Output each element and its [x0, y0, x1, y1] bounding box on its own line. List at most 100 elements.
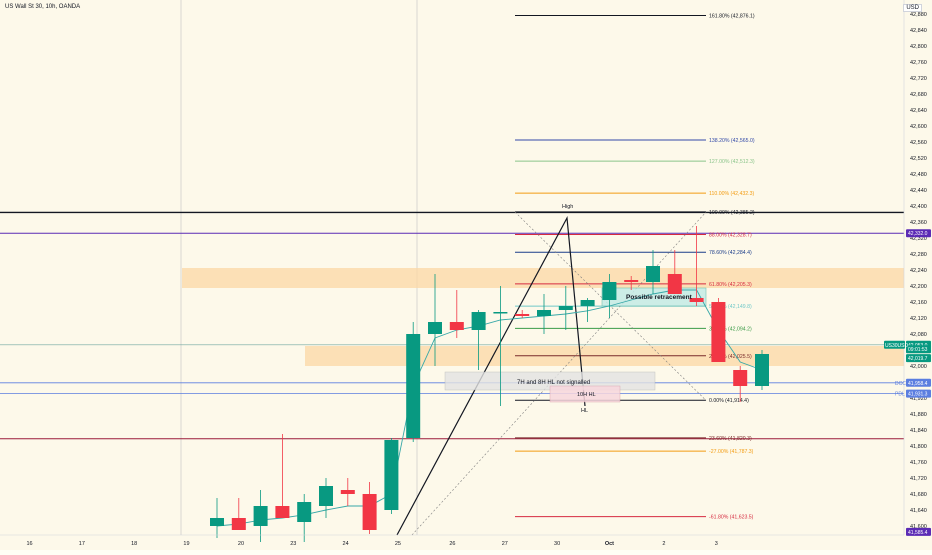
candle-body — [602, 282, 617, 300]
fib-level-label: 78.60% (42,284.4) — [709, 250, 752, 256]
candle-body — [733, 370, 748, 386]
date-tick-label: 3 — [715, 541, 718, 547]
price-tick-label: 42,360 — [910, 220, 927, 226]
date-tick-label: 20 — [238, 541, 244, 547]
price-tick-label: 42,640 — [910, 108, 927, 114]
hl-box — [549, 385, 621, 403]
candle-body — [319, 486, 333, 506]
price-tick-label: 42,280 — [910, 252, 927, 258]
fib-level-label: 23.60% (42,025.5) — [709, 354, 752, 360]
price-tick-label: 42,200 — [910, 284, 927, 290]
candle-body — [210, 518, 224, 526]
price-tick-label: 42,600 — [910, 124, 927, 130]
price-tick-label: 42,680 — [910, 92, 927, 98]
candle-body — [231, 518, 246, 530]
candle-body — [689, 298, 704, 302]
annotation-signal-note: 7H and 8H HL not signalled — [517, 380, 590, 386]
price-tick-label: 41,760 — [910, 460, 927, 466]
trend-line — [396, 215, 586, 536]
price-tick-label: 41,840 — [910, 428, 927, 434]
price-tick-label: 41,640 — [910, 508, 927, 514]
ema-line — [216, 289, 763, 527]
date-tick-label: 27 — [502, 541, 508, 547]
annotation-hl: HL — [581, 408, 588, 414]
candle-body — [537, 310, 551, 316]
fib-level-label: 38.20% (42,094.2) — [709, 326, 752, 332]
price-tick-label: 42,440 — [910, 188, 927, 194]
candle-body — [428, 322, 442, 334]
price-tick-label: 42,480 — [910, 172, 927, 178]
price-label-bg — [906, 345, 931, 354]
candle-body — [515, 314, 530, 316]
price-tick-label: 42,320 — [910, 236, 927, 242]
date-tick-label: 23 — [290, 541, 296, 547]
candle-body — [471, 312, 486, 330]
candle-body — [558, 306, 573, 310]
price-tick-label: 42,520 — [910, 156, 927, 162]
currency-badge: USD — [903, 4, 922, 12]
price-tick-label: 42,800 — [910, 44, 927, 50]
price-tick-label: 42,160 — [910, 300, 927, 306]
fib-level-label: 161.80% (42,876.1) — [709, 14, 755, 20]
candle-body — [253, 506, 268, 526]
candle-body — [667, 274, 682, 294]
price-tick-label: 41,600 — [910, 524, 927, 530]
fib-level-label: 138.20% (42,565.0) — [709, 138, 755, 144]
price-tick-label: 41,880 — [910, 412, 927, 418]
price-label-bg — [906, 378, 931, 387]
fib-level-label: 100.00% (42,385.2) — [709, 210, 755, 216]
fib-level-label: 127.00% (42,512.3) — [709, 159, 755, 165]
candle-body — [362, 494, 377, 530]
annotation-retracement: Possible retracement — [626, 294, 693, 301]
date-tick-label: 24 — [343, 541, 349, 547]
price-tick-label: 41,920 — [910, 396, 927, 402]
price-tick-label: 41,800 — [910, 444, 927, 450]
price-label-tag: PDL — [895, 392, 905, 398]
fib-level-label: 0.00% (41,914.4) — [709, 398, 749, 404]
price-label: 41,958.4 — [908, 381, 928, 387]
chart-title: US Wall St 30, 10h, OANDA — [5, 4, 81, 10]
price-tick-label: 42,400 — [910, 204, 927, 210]
price-tick-label: 42,880 — [910, 12, 927, 18]
price-tick-label: 42,840 — [910, 28, 927, 34]
date-tick-label: 2 — [662, 541, 665, 547]
price-tick-label: 42,240 — [910, 268, 927, 274]
price-label: 41,931.3 — [908, 392, 928, 398]
fib-level-label: 50.00% (42,149.8) — [709, 304, 752, 310]
symbol-tag: US30USD — [885, 343, 908, 349]
price-label: 42,019.7 — [908, 356, 928, 362]
fib-level-label: 23.60% (41,820.3) — [709, 436, 752, 442]
date-tick-label: Oct — [605, 541, 614, 547]
projection-diagonal — [411, 211, 707, 536]
candle-body — [406, 334, 421, 438]
candle-body — [340, 490, 355, 494]
price-tick-label: 42,760 — [910, 60, 927, 66]
candle-body — [384, 440, 399, 510]
price-label: 09:01:53 — [908, 347, 928, 353]
candle-body — [646, 266, 660, 282]
fib-level-label: -27.00% (41,787.3) — [709, 449, 754, 455]
fib-level-label: 88.00% (42,328.7) — [709, 233, 752, 239]
supply-demand-zone — [182, 268, 904, 288]
price-axis-bg — [904, 0, 932, 550]
price-label-bg — [906, 229, 931, 238]
symbol-tag-bg — [884, 340, 905, 349]
price-label-bg — [906, 527, 931, 536]
annotation-10h-hl: 10H HL — [577, 392, 596, 398]
date-tick-label: 16 — [26, 541, 32, 547]
fib-level-label: 110.00% (42,432.3) — [709, 191, 754, 197]
price-tick-label: 42,120 — [910, 316, 927, 322]
price-label-bg — [906, 354, 931, 363]
price-label-tag: DCC — [895, 381, 906, 387]
date-tick-label: 25 — [395, 541, 401, 547]
date-tick-label: 30 — [554, 541, 560, 547]
date-tick-label: 18 — [131, 541, 137, 547]
fib-level-label: -61.80% (41,623.5) — [709, 515, 754, 521]
annotation-high: High — [562, 204, 573, 210]
candle-body — [624, 280, 639, 282]
fib-level-label: 61.80% (42,205.3) — [709, 282, 752, 288]
price-label: 41,585.4 — [908, 530, 928, 536]
candle-body — [755, 354, 769, 386]
